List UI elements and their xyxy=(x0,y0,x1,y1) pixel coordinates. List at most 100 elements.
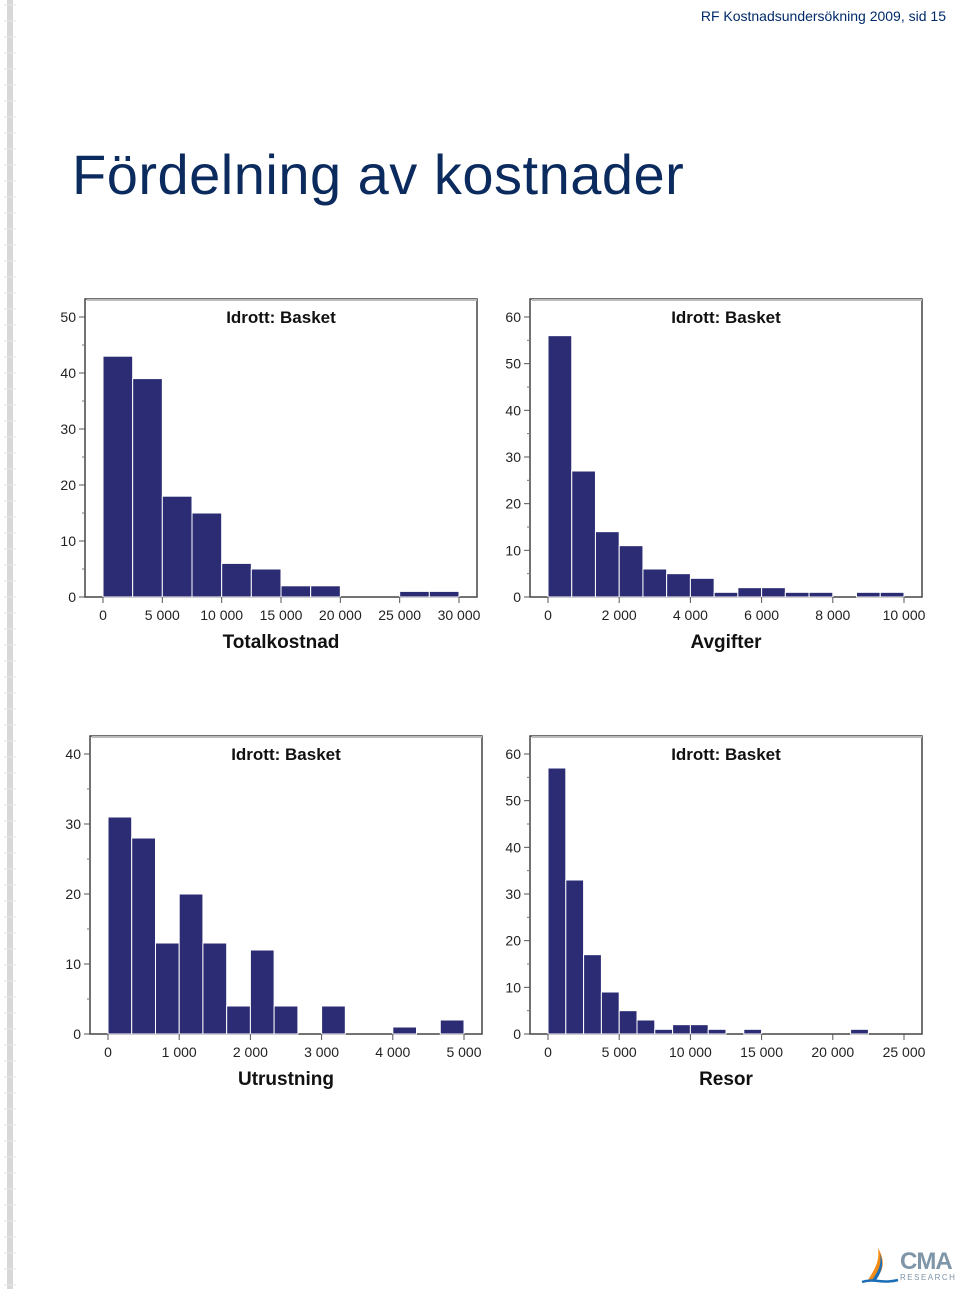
histogram-bar xyxy=(547,335,573,598)
histogram-bar xyxy=(178,893,204,1035)
histogram-bar xyxy=(743,1028,763,1035)
histogram-bar xyxy=(161,495,193,598)
histogram-bar xyxy=(399,590,430,598)
histogram-bar xyxy=(310,585,341,598)
histogram-bar xyxy=(154,942,180,1035)
x-axis-label: Avgifter xyxy=(690,632,762,653)
histogram-bar xyxy=(191,512,223,598)
histogram-bar xyxy=(273,1005,299,1035)
histogram-bar xyxy=(879,591,905,598)
histogram-bar xyxy=(737,587,763,598)
histogram-bar xyxy=(642,568,668,598)
y-tick-label: 60 xyxy=(505,746,521,762)
histogram-bar xyxy=(321,1005,346,1035)
histogram-bar xyxy=(636,1019,656,1035)
histogram-bar xyxy=(689,577,715,598)
y-tick-label: 20 xyxy=(60,477,76,493)
x-tick-label: 5 000 xyxy=(145,607,180,623)
x-tick-label: 15 000 xyxy=(740,1044,783,1060)
x-axis-label: Totalkostnad xyxy=(223,632,340,653)
histogram-bar xyxy=(583,954,602,1035)
y-tick-label: 0 xyxy=(73,1026,81,1042)
x-tick-label: 4 000 xyxy=(375,1044,410,1060)
x-tick-label: 20 000 xyxy=(811,1044,854,1060)
histogram-bar xyxy=(654,1028,674,1035)
x-tick-label: 10 000 xyxy=(883,607,926,623)
y-tick-label: 10 xyxy=(65,956,81,972)
x-tick-label: 10 000 xyxy=(669,1044,712,1060)
y-tick-label: 50 xyxy=(505,356,521,372)
y-tick-label: 20 xyxy=(505,496,521,512)
histogram-bar xyxy=(761,587,786,598)
histogram-bar xyxy=(565,879,585,1035)
x-tick-label: 10 000 xyxy=(200,607,243,623)
histogram-bar xyxy=(713,591,739,598)
y-tick-label: 60 xyxy=(505,309,521,325)
histogram-bar xyxy=(392,1026,418,1035)
histogram-bar xyxy=(132,378,163,598)
x-tick-label: 0 xyxy=(544,1044,552,1060)
histogram-bar xyxy=(666,573,691,598)
chart-title: Idrott: Basket xyxy=(231,745,341,764)
histogram-bar xyxy=(249,949,275,1035)
histogram-bar xyxy=(221,562,252,598)
x-tick-label: 8 000 xyxy=(815,607,850,623)
y-tick-label: 20 xyxy=(65,886,81,902)
x-tick-label: 2 000 xyxy=(233,1044,268,1060)
histogram-bar xyxy=(618,545,644,598)
histogram-bar xyxy=(428,590,460,598)
y-tick-label: 30 xyxy=(65,816,81,832)
histogram-bar xyxy=(618,1010,638,1035)
x-axis-label: Resor xyxy=(699,1069,753,1090)
logo-subtitle: RESEARCH xyxy=(900,1273,957,1282)
histogram-totalkostnad: 0 10 20 30 40 50 0 5 000 10 000 15 000 20 000 25 00… xyxy=(50,295,490,665)
y-tick-label: 10 xyxy=(505,979,521,995)
page-title: Fördelning av kostnader xyxy=(72,143,685,206)
y-tick-label: 30 xyxy=(60,421,76,437)
y-tick-label: 0 xyxy=(513,589,521,605)
x-axis-label: Utrustning xyxy=(238,1069,334,1090)
x-tick-label: 1 000 xyxy=(162,1044,197,1060)
histogram-bar xyxy=(672,1024,691,1035)
x-tick-label: 0 xyxy=(99,607,107,623)
y-tick-label: 40 xyxy=(505,402,521,418)
histogram-bar xyxy=(547,767,567,1035)
x-tick-label: 20 000 xyxy=(319,607,362,623)
histogram-bar xyxy=(571,470,596,598)
chart-title: Idrott: Basket xyxy=(671,745,781,764)
y-tick-label: 50 xyxy=(505,793,521,809)
histogram-avgifter: 0 10 20 30 40 50 60 0 2 000 4 000 6 000 8 000 10 000… xyxy=(495,295,935,665)
histogram-bar xyxy=(689,1024,709,1035)
histogram-bar xyxy=(784,591,810,598)
histogram-bar xyxy=(850,1028,869,1035)
histogram-bar xyxy=(856,591,881,598)
histogram-bar xyxy=(102,355,134,598)
histogram-bar xyxy=(280,585,312,598)
y-tick-label: 40 xyxy=(65,746,81,762)
histogram-bar xyxy=(600,991,620,1035)
chart-title: Idrott: Basket xyxy=(671,308,781,327)
histogram-bar xyxy=(202,942,228,1035)
y-tick-label: 10 xyxy=(60,533,76,549)
y-tick-label: 50 xyxy=(60,309,76,325)
histogram-bar xyxy=(250,568,282,598)
x-tick-label: 30 000 xyxy=(438,607,481,623)
histogram-bar xyxy=(707,1028,727,1035)
y-tick-label: 40 xyxy=(60,365,76,381)
page-header: RF Kostnadsundersökning 2009, sid 15 xyxy=(700,8,946,24)
x-tick-label: 6 000 xyxy=(744,607,779,623)
x-tick-label: 5 000 xyxy=(602,1044,637,1060)
histogram-bar xyxy=(808,591,834,598)
y-tick-label: 30 xyxy=(505,449,521,465)
x-tick-label: 2 000 xyxy=(602,607,637,623)
histogram-bar xyxy=(594,531,620,598)
x-tick-label: 5 000 xyxy=(446,1044,481,1060)
x-tick-label: 25 000 xyxy=(883,1044,926,1060)
chart-title: Idrott: Basket xyxy=(226,308,336,327)
histogram-resor: 0 10 20 30 40 50 60 0 5 000 10 000 15 000 20 000 25 … xyxy=(495,732,935,1102)
x-tick-label: 0 xyxy=(104,1044,112,1060)
logo-name: CMA xyxy=(900,1248,953,1275)
histogram-utrustning: 0 10 20 30 40 0 1 000 2 000 3 000 4 000 5 000 Idrot… xyxy=(50,732,490,1102)
y-tick-label: 30 xyxy=(505,886,521,902)
histogram-bar xyxy=(439,1019,465,1035)
